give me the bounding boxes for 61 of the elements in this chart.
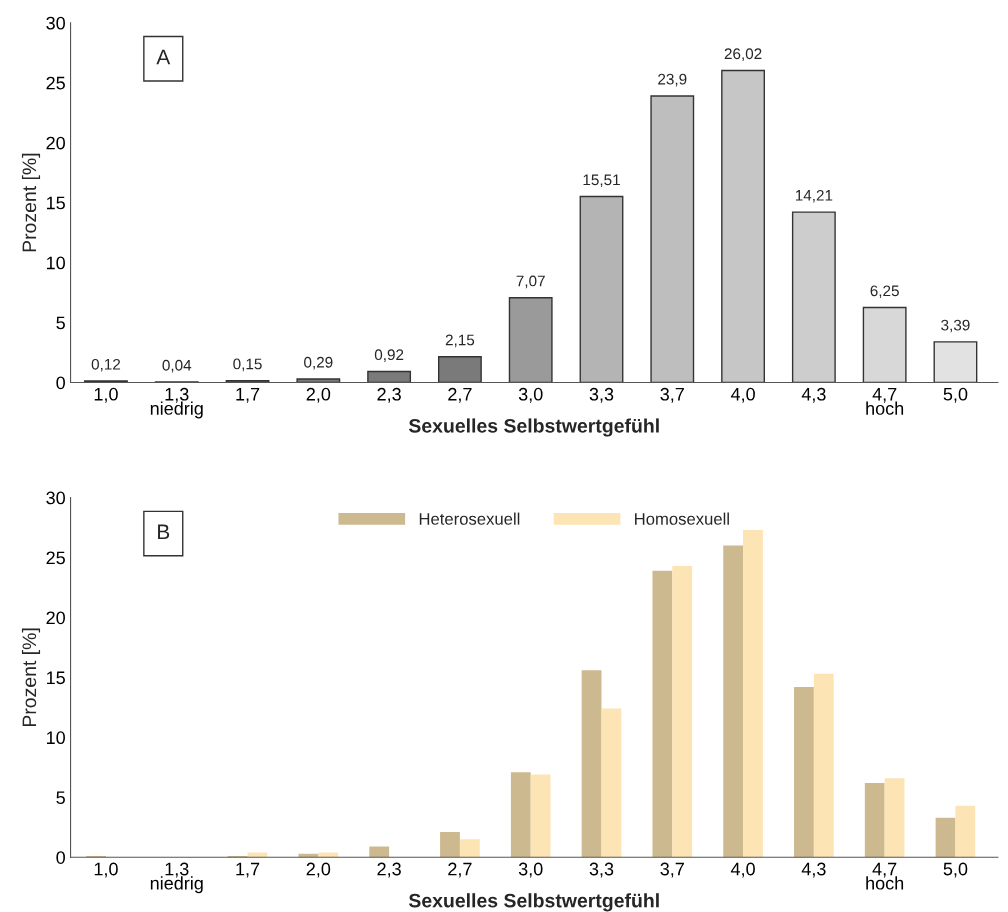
y-tick-label: 5 bbox=[56, 791, 65, 805]
y-axis-title: Prozent [%] bbox=[21, 153, 41, 252]
y-tick-label: 25 bbox=[46, 76, 65, 90]
data-label: 14,21 bbox=[795, 189, 833, 203]
x-axis-title: Sexuelles Selbstwertgefühl bbox=[408, 418, 659, 437]
y-tick-label: 5 bbox=[56, 316, 65, 330]
data-label: 0,15 bbox=[233, 358, 262, 372]
annotation: B bbox=[158, 524, 170, 539]
x-tick-label: 3,3 bbox=[589, 862, 614, 878]
x-tick-label: 3,7 bbox=[660, 862, 684, 878]
y-tick-label: 30 bbox=[46, 491, 65, 505]
data-label: 6,25 bbox=[870, 285, 899, 299]
data-label: 3,39 bbox=[941, 319, 970, 333]
x-tick-label: 3,0 bbox=[518, 387, 543, 403]
y-tick-label: 0 bbox=[56, 376, 65, 390]
y-tick-label: 20 bbox=[46, 611, 65, 625]
data-label: 2,15 bbox=[445, 334, 475, 348]
x-tick-label: 2,7 bbox=[448, 862, 472, 878]
x-tick-label: 4,0 bbox=[730, 387, 755, 403]
x-tick-label: 2,0 bbox=[306, 862, 331, 878]
data-label: 7,07 bbox=[516, 275, 545, 289]
data-label: 0,04 bbox=[162, 359, 192, 373]
x-tick-label: 5,0 bbox=[943, 387, 968, 403]
y-tick-label: 10 bbox=[46, 731, 65, 745]
x-axis-title: Sexuelles Selbstwertgefühl bbox=[408, 893, 659, 912]
x-tick-label: 2,3 bbox=[377, 862, 401, 878]
x-tick-label: 2,7 bbox=[448, 387, 472, 403]
data-label: 23,9 bbox=[658, 73, 687, 87]
x-tick-label: 4,7 hoch bbox=[866, 862, 904, 890]
data-label: 26,02 bbox=[724, 48, 762, 61]
x-tick-label: 2,3 bbox=[377, 387, 401, 403]
data-label: 0,92 bbox=[374, 349, 404, 362]
data-label: 15,51 bbox=[583, 174, 620, 187]
legend-label: Homosexuell bbox=[635, 512, 729, 525]
y-tick-label: 25 bbox=[46, 551, 65, 565]
y-tick-label: 15 bbox=[46, 671, 65, 685]
annotation: A bbox=[156, 49, 171, 65]
x-tick-label: 1,0 bbox=[94, 387, 118, 403]
x-tick-label: 3,0 bbox=[518, 862, 543, 878]
y-tick-label: 0 bbox=[56, 851, 65, 864]
legend-label: Heterosexuell bbox=[419, 512, 520, 525]
x-tick-label: 1,3 niedrig bbox=[150, 387, 203, 419]
x-tick-label: 1,7 bbox=[236, 862, 260, 878]
x-tick-label: 4,3 bbox=[801, 862, 826, 878]
y-tick-label: 15 bbox=[46, 196, 65, 210]
data-label: 0,29 bbox=[304, 356, 333, 370]
x-tick-label: 3,3 bbox=[589, 387, 614, 403]
y-tick-label: 30 bbox=[46, 16, 65, 30]
y-axis-title: Prozent [%] bbox=[21, 628, 41, 727]
x-tick-label: 4,0 bbox=[730, 862, 755, 878]
x-tick-label: 1,0 bbox=[94, 862, 118, 878]
data-label: 0,12 bbox=[91, 358, 121, 372]
y-tick-label: 20 bbox=[46, 136, 65, 150]
x-tick-label: 4,3 bbox=[801, 387, 826, 403]
x-tick-label: 4,7 hoch bbox=[866, 388, 904, 415]
y-tick-label: 10 bbox=[46, 256, 65, 270]
x-tick-label: 1,7 bbox=[236, 388, 260, 403]
x-tick-label: 1,3 niedrig bbox=[150, 862, 203, 894]
x-tick-label: 2,0 bbox=[306, 387, 331, 403]
x-tick-label: 5,0 bbox=[943, 862, 968, 878]
x-tick-label: 3,7 bbox=[660, 387, 684, 403]
